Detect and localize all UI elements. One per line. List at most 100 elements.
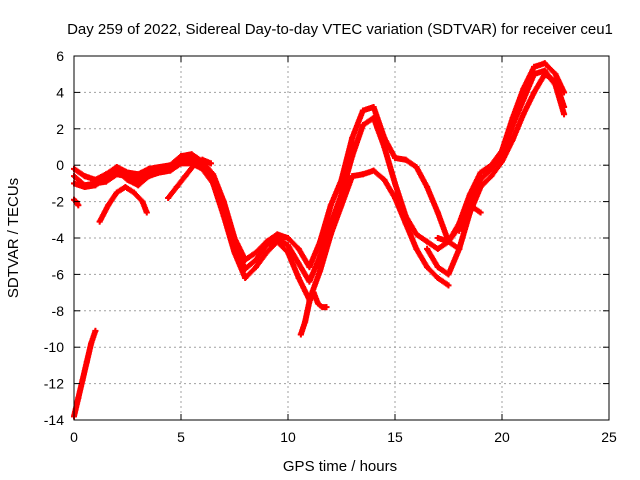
data-point <box>509 136 516 143</box>
data-point <box>135 171 142 178</box>
data-point <box>135 182 142 189</box>
data-point <box>402 220 409 227</box>
data-point <box>424 184 431 191</box>
x-tick-label: 25 <box>601 429 617 445</box>
x-tick-label: 5 <box>177 429 185 445</box>
data-point <box>310 289 317 296</box>
data-point <box>520 111 527 118</box>
data-point <box>327 231 334 238</box>
data-point <box>434 245 441 252</box>
data-point <box>434 275 441 282</box>
data-point <box>434 264 441 271</box>
data-point <box>392 154 398 161</box>
data-point <box>285 235 291 241</box>
data-point <box>359 107 366 114</box>
data-point <box>381 144 388 150</box>
data-point <box>434 209 441 216</box>
data-point <box>231 249 238 256</box>
data-point <box>75 395 82 402</box>
data-point <box>252 264 259 271</box>
data-point <box>295 275 302 282</box>
data-point <box>124 176 131 183</box>
data-point <box>381 176 388 183</box>
x-tick-label: 0 <box>70 429 78 445</box>
y-tick-label: -10 <box>44 339 64 355</box>
series-arc-11 <box>456 67 568 234</box>
data-point <box>338 202 345 209</box>
data-point <box>520 96 527 103</box>
data-point <box>145 173 152 180</box>
data-point <box>477 169 484 176</box>
data-point <box>113 167 120 174</box>
data-point <box>173 184 180 191</box>
series-arc-9 <box>424 71 568 278</box>
data-series <box>71 60 568 420</box>
data-point <box>392 180 398 187</box>
y-tick-label: 2 <box>56 121 64 137</box>
data-point <box>456 245 463 252</box>
data-point <box>302 318 309 325</box>
data-point <box>370 103 377 110</box>
chart-title: Day 259 of 2022, Sidereal Day-to-day VTE… <box>67 21 613 38</box>
data-point <box>477 176 484 183</box>
x-tick-label: 10 <box>280 429 296 445</box>
data-point <box>552 71 559 78</box>
y-tick-label: -6 <box>52 266 65 282</box>
series-arc-7 <box>165 156 214 201</box>
data-point <box>79 376 86 383</box>
data-point <box>190 162 197 169</box>
data-point <box>531 63 538 70</box>
data-point <box>156 169 163 176</box>
y-tick-label: 0 <box>56 157 64 173</box>
data-point <box>359 122 366 129</box>
y-tick-label: -4 <box>52 230 65 246</box>
data-point <box>434 235 441 241</box>
y-tick-label: -14 <box>44 412 64 428</box>
data-point <box>105 202 112 209</box>
marker-path <box>424 71 568 278</box>
data-point <box>445 238 452 245</box>
series-arc-5 <box>71 160 452 303</box>
y-tick-label: 4 <box>56 84 64 100</box>
data-point <box>561 89 568 96</box>
y-tick-label: -8 <box>52 303 65 319</box>
data-point <box>323 304 330 311</box>
data-point <box>306 278 313 285</box>
data-point <box>274 238 281 245</box>
axis-ticks: 0 5 10 15 20 25 -14 -12 -10 -8 -6 -4 -2 0 2 4 6 <box>44 48 617 445</box>
data-point <box>456 227 463 234</box>
data-point <box>349 153 356 160</box>
data-point <box>103 174 110 181</box>
data-point <box>402 156 409 163</box>
data-point <box>509 122 516 129</box>
data-point <box>75 202 82 209</box>
data-point <box>306 298 313 305</box>
data-point <box>182 173 189 180</box>
data-point <box>83 358 90 365</box>
data-point <box>541 60 548 67</box>
data-point <box>297 331 304 338</box>
y-axis-label: SDTVAR / TECUs <box>5 178 22 298</box>
data-point <box>306 264 313 271</box>
series-arc-1 <box>71 327 99 420</box>
data-point <box>499 151 505 158</box>
data-point <box>392 194 398 201</box>
data-point <box>413 245 420 252</box>
data-point <box>317 267 324 274</box>
data-point <box>359 171 366 178</box>
data-point <box>210 180 217 187</box>
data-point <box>488 165 495 172</box>
data-point <box>477 209 484 216</box>
x-axis-label: GPS time / hours <box>283 458 397 475</box>
data-point <box>242 275 249 282</box>
data-point <box>295 245 302 252</box>
data-point <box>561 111 568 118</box>
data-point <box>295 260 302 267</box>
marker-path <box>71 327 99 420</box>
data-point <box>370 114 377 121</box>
data-point <box>165 194 172 201</box>
grid-lines <box>74 56 609 420</box>
series-arc-2 <box>71 196 82 209</box>
data-point <box>135 176 142 183</box>
